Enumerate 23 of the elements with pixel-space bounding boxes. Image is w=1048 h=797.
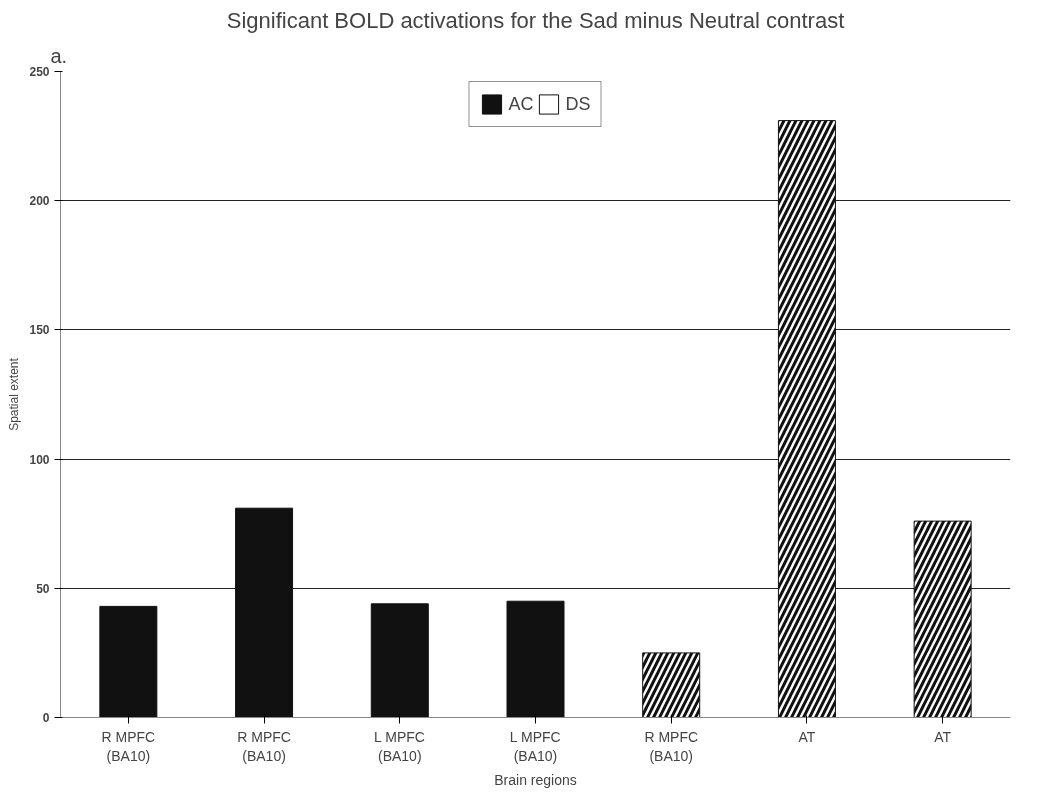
x-tick-label: AT xyxy=(934,728,952,745)
y-tick-label: 50 xyxy=(36,581,50,596)
x-tick-label: L MPFC (BA10) xyxy=(374,728,425,764)
y-tick-label: 250 xyxy=(29,65,50,79)
bar xyxy=(99,605,158,718)
legend-label: AC xyxy=(508,93,534,115)
y-tick-label: 150 xyxy=(29,323,50,338)
y-tick-label: 200 xyxy=(29,194,50,209)
bar xyxy=(370,603,429,718)
text: a. xyxy=(50,44,68,67)
x-tick-label: R MPFC (BA10) xyxy=(644,728,699,764)
x-tick-label: L MPFC (BA10) xyxy=(509,728,561,764)
x-axis-title: Brain regions xyxy=(494,771,577,788)
x-tick-label: R MPFC (BA10) xyxy=(237,728,291,764)
bar xyxy=(506,600,565,718)
legend-label: DS xyxy=(565,93,591,115)
bar xyxy=(235,507,294,718)
y-tick-label: 0 xyxy=(42,711,50,725)
y-axis-title: Spatial extent xyxy=(7,357,22,431)
y-tick-label: 100 xyxy=(29,452,50,467)
x-tick-label: R MPFC (BA10) xyxy=(101,728,156,764)
chart-title: Significant BOLD activations for the Sad minus Neutral contrast xyxy=(226,7,845,33)
x-tick-label: AT xyxy=(798,728,816,745)
